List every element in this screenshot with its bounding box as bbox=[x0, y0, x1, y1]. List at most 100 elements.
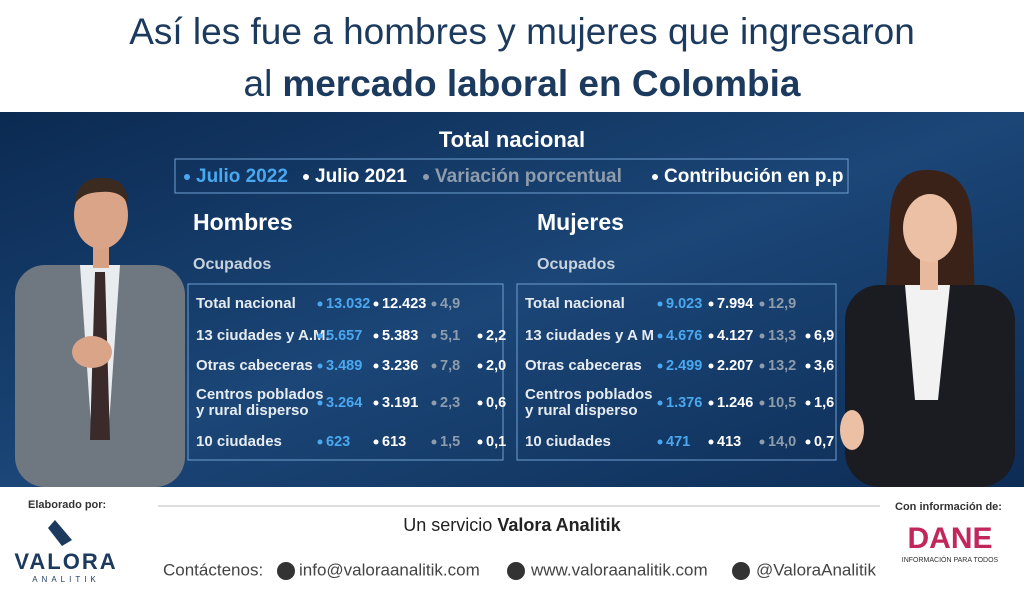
man-figure bbox=[15, 177, 185, 487]
title-line2: al mercado laboral en Colombia bbox=[244, 63, 801, 104]
value-bullet bbox=[477, 363, 483, 369]
service-bold: Valora Analitik bbox=[497, 515, 621, 535]
woman-figure bbox=[840, 169, 1015, 487]
value-bullet bbox=[805, 400, 811, 406]
value-bullet bbox=[759, 301, 765, 307]
row-value: 12,9 bbox=[768, 296, 796, 312]
groups: Hombres Ocupados Total nacional 13.032 12.42… bbox=[187, 209, 837, 461]
row-label: Total nacional bbox=[525, 295, 625, 312]
row-label: Otras cabeceras bbox=[196, 357, 313, 374]
row-value: 0,6 bbox=[486, 395, 506, 411]
value-bullet bbox=[373, 439, 379, 445]
row-value: 413 bbox=[717, 434, 741, 450]
table-box bbox=[187, 283, 504, 461]
group-subtitle: Ocupados bbox=[193, 256, 271, 273]
row-value: 1,5 bbox=[440, 434, 460, 450]
value-bullet bbox=[805, 333, 811, 339]
table-box bbox=[516, 283, 837, 461]
value-bullet bbox=[477, 439, 483, 445]
row-value: 13.032 bbox=[326, 296, 370, 312]
value-bullet bbox=[373, 333, 379, 339]
legend: Julio 2022 Julio 2021 Variación porcentual… bbox=[184, 166, 843, 187]
row-value: 2.499 bbox=[666, 358, 702, 374]
legend-bullet bbox=[184, 174, 190, 180]
group-title: Mujeres bbox=[537, 209, 624, 235]
value-bullet bbox=[317, 333, 323, 339]
row-value: 7.994 bbox=[717, 296, 753, 312]
value-bullet bbox=[317, 439, 323, 445]
row-value: 4.676 bbox=[666, 328, 702, 344]
value-bullet bbox=[431, 439, 437, 445]
row-value: 613 bbox=[382, 434, 406, 450]
value-bullet bbox=[805, 363, 811, 369]
row-value: 10,5 bbox=[768, 395, 796, 411]
row-value: 4,9 bbox=[440, 296, 460, 312]
twitter: @ValoraAnalitik bbox=[756, 560, 876, 579]
made-by: Elaborado por: bbox=[28, 499, 106, 511]
row-value: 7,8 bbox=[440, 358, 460, 374]
value-bullet bbox=[657, 363, 663, 369]
row-value: 2,0 bbox=[486, 358, 506, 374]
row-value: 3.489 bbox=[326, 358, 362, 374]
row-label: 10 ciudades bbox=[525, 433, 611, 450]
row-label: Otras cabeceras bbox=[525, 357, 642, 374]
value-bullet bbox=[708, 301, 714, 307]
row-value: 14,0 bbox=[768, 434, 796, 450]
value-bullet bbox=[431, 363, 437, 369]
title-line1: Así les fue a hombres y mujeres que ingr… bbox=[129, 11, 915, 52]
row-label: Total nacional bbox=[196, 295, 296, 312]
value-bullet bbox=[759, 439, 765, 445]
row-value: 1.376 bbox=[666, 395, 702, 411]
row-value: 1.246 bbox=[717, 395, 753, 411]
valora-mark bbox=[48, 520, 72, 546]
value-bullet bbox=[657, 301, 663, 307]
row-value: 0,1 bbox=[486, 434, 506, 450]
service-prefix: Un servicio bbox=[403, 515, 492, 535]
group-subtitle: Ocupados bbox=[537, 256, 615, 273]
value-bullet bbox=[373, 400, 379, 406]
value-bullet bbox=[805, 439, 811, 445]
value-bullet bbox=[759, 363, 765, 369]
title-bold: mercado laboral en Colombia bbox=[282, 63, 801, 104]
value-bullet bbox=[759, 333, 765, 339]
twitter-icon bbox=[732, 562, 750, 580]
value-bullet bbox=[477, 400, 483, 406]
value-bullet bbox=[708, 333, 714, 339]
legend-item: Variación porcentual bbox=[435, 166, 622, 187]
row-label: 10 ciudades bbox=[196, 433, 282, 450]
legend-bullet bbox=[652, 174, 658, 180]
legend-item: Julio 2021 bbox=[315, 166, 407, 187]
row-value: 3,6 bbox=[814, 358, 834, 374]
dane-sub: INFORMACIÓN PARA TODOS bbox=[902, 555, 999, 564]
row-value: 471 bbox=[666, 434, 690, 450]
row-label: Centros poblados bbox=[196, 386, 324, 403]
value-bullet bbox=[708, 400, 714, 406]
value-bullet bbox=[373, 363, 379, 369]
row-value: 13,3 bbox=[768, 328, 796, 344]
row-value: 5.383 bbox=[382, 328, 418, 344]
row-value: 12.423 bbox=[382, 296, 426, 312]
panel-title: Total nacional bbox=[439, 127, 585, 152]
row-value: 3.236 bbox=[382, 358, 418, 374]
row-label: 13 ciudades y A M bbox=[525, 327, 654, 344]
value-bullet bbox=[317, 301, 323, 307]
value-bullet bbox=[431, 301, 437, 307]
value-bullet bbox=[431, 400, 437, 406]
value-bullet bbox=[708, 363, 714, 369]
value-bullet bbox=[657, 439, 663, 445]
row-value: 5,1 bbox=[440, 328, 460, 344]
legend-item: Contribución en p.p bbox=[664, 166, 843, 187]
row-value: 3.264 bbox=[326, 395, 362, 411]
value-bullet bbox=[708, 439, 714, 445]
row-value: 9.023 bbox=[666, 296, 702, 312]
row-label: y rural disperso bbox=[525, 402, 638, 419]
contact-label: Contáctenos: bbox=[163, 560, 263, 579]
row-value: 2,3 bbox=[440, 395, 460, 411]
row-label: Centros poblados bbox=[525, 386, 653, 403]
value-bullet bbox=[431, 333, 437, 339]
value-bullet bbox=[317, 400, 323, 406]
row-value: 3.191 bbox=[382, 395, 418, 411]
valora-sub: ANALITIK bbox=[32, 575, 100, 584]
